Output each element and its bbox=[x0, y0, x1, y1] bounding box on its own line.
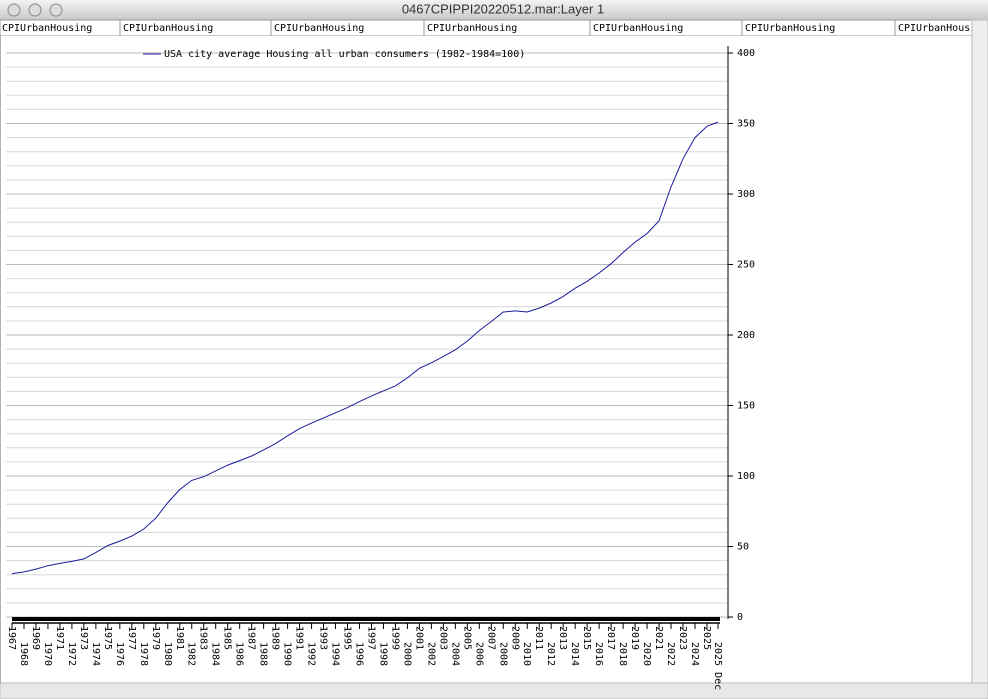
x-tick-label: 1997 bbox=[365, 626, 376, 650]
x-tick-label: 1978 bbox=[138, 642, 149, 666]
x-tick-label: 1986 bbox=[234, 642, 245, 666]
x-tick-label: 1985 bbox=[222, 626, 233, 650]
x-tick-label: 2025 bbox=[701, 626, 712, 650]
x-tick-label: 2009 bbox=[509, 626, 520, 650]
x-tick-label: 1991 bbox=[294, 626, 305, 650]
x-tick-label: 2003 bbox=[437, 626, 448, 650]
tab-label: CPIUrbanHousing bbox=[123, 23, 213, 34]
x-tick-label: 1990 bbox=[282, 642, 293, 666]
y-tick-label: 150 bbox=[737, 401, 755, 412]
x-tick-label: 1983 bbox=[198, 626, 209, 650]
x-axis-bar bbox=[12, 617, 720, 621]
x-tick-label: 2001 bbox=[413, 626, 424, 650]
x-tick-label: 1974 bbox=[90, 642, 101, 666]
x-tick-label: 1969 bbox=[30, 626, 41, 650]
x-tick-label: 1999 bbox=[389, 626, 400, 650]
window-title: 0467CPIPPI20220512.mar:Layer 1 bbox=[402, 1, 604, 16]
x-tick-label: 1998 bbox=[377, 642, 388, 666]
x-tick-label: 1973 bbox=[78, 626, 89, 650]
x-tick-label: 1967 bbox=[6, 626, 17, 650]
x-tick-label: 2018 bbox=[617, 642, 628, 666]
data-line bbox=[11, 121, 719, 575]
x-tick-label: 1971 bbox=[54, 626, 65, 650]
tab-label: CPIUrbanHousing bbox=[898, 23, 988, 34]
x-tick-label: 2011 bbox=[533, 626, 544, 650]
y-tick-label: 0 bbox=[737, 612, 743, 623]
y-tick-label: 50 bbox=[737, 542, 749, 553]
x-tick-label: 2007 bbox=[485, 626, 496, 650]
tab-label: CPIUrbanHousing bbox=[745, 23, 835, 34]
x-tick-label: 2013 bbox=[557, 626, 568, 650]
x-tick-label: 2015 bbox=[581, 626, 592, 650]
tab-label: CPIUrbanHousing bbox=[2, 23, 92, 34]
x-tick-label: 1976 bbox=[114, 642, 125, 666]
zoom-button[interactable] bbox=[49, 3, 63, 17]
x-tick-label: 1977 bbox=[126, 626, 137, 650]
y-tick-label: 400 bbox=[737, 48, 755, 59]
x-tick-label: 1979 bbox=[150, 626, 161, 650]
x-tick-label: 1993 bbox=[318, 626, 329, 650]
x-tick-label: 1992 bbox=[306, 642, 317, 666]
tab-label: CPIUrbanHousing bbox=[593, 23, 683, 34]
x-tick-label: 2020 bbox=[641, 642, 652, 666]
vertical-scrollbar[interactable] bbox=[971, 19, 988, 684]
tab-label: CPIUrbanHousing bbox=[427, 23, 517, 34]
x-tick-label: 2021 bbox=[653, 626, 664, 650]
x-tick-label: 1996 bbox=[353, 642, 364, 666]
close-button[interactable] bbox=[7, 3, 21, 17]
chart-area bbox=[0, 36, 972, 683]
x-tick-label: 2014 bbox=[569, 642, 580, 666]
x-tick-label: 1975 bbox=[102, 626, 113, 650]
legend-label: USA city average Housing all urban consu… bbox=[164, 49, 525, 60]
x-tick-label: 1989 bbox=[270, 626, 281, 650]
x-tick-label: 1980 bbox=[162, 642, 173, 666]
y-tick-label: 200 bbox=[737, 330, 755, 341]
x-tick-label: 1988 bbox=[258, 642, 269, 666]
y-tick-label: 100 bbox=[737, 471, 755, 482]
x-tick-label: 2022 bbox=[665, 642, 676, 666]
x-tick-label: 2025 Dec bbox=[712, 642, 723, 690]
x-tick-label: 1987 bbox=[246, 626, 257, 650]
tab-label: CPIUrbanHousing bbox=[274, 23, 364, 34]
x-tick-label: 2017 bbox=[605, 626, 616, 650]
x-tick-label: 2000 bbox=[401, 642, 412, 666]
x-tick-label: 1995 bbox=[342, 626, 353, 650]
x-tick-label: 2006 bbox=[473, 642, 484, 666]
y-tick-label: 250 bbox=[737, 260, 755, 271]
x-tick-label: 2008 bbox=[497, 642, 508, 666]
x-tick-label: 2016 bbox=[593, 642, 604, 666]
x-tick-label: 1970 bbox=[42, 642, 53, 666]
title-bar bbox=[0, 0, 988, 20]
x-tick-label: 2004 bbox=[449, 642, 460, 666]
x-tick-label: 1982 bbox=[186, 642, 197, 666]
x-tick-label: 2012 bbox=[545, 642, 556, 666]
horizontal-scrollbar[interactable] bbox=[0, 682, 988, 699]
y-tick-label: 300 bbox=[737, 189, 755, 200]
x-tick-label: 2010 bbox=[521, 642, 532, 666]
y-tick-label: 350 bbox=[737, 119, 755, 130]
x-tick-label: 2023 bbox=[677, 626, 688, 650]
x-tick-label: 1968 bbox=[18, 642, 29, 666]
x-tick-label: 2024 bbox=[689, 642, 700, 666]
x-tick-label: 2019 bbox=[629, 626, 640, 650]
x-tick-label: 1972 bbox=[66, 642, 77, 666]
x-tick-label: 2002 bbox=[425, 642, 436, 666]
x-tick-label: 1981 bbox=[174, 626, 185, 650]
x-tick-label: 2005 bbox=[461, 626, 472, 650]
minimize-button[interactable] bbox=[28, 3, 42, 17]
x-tick-label: 1984 bbox=[210, 642, 221, 666]
x-tick-label: 1994 bbox=[330, 642, 341, 666]
